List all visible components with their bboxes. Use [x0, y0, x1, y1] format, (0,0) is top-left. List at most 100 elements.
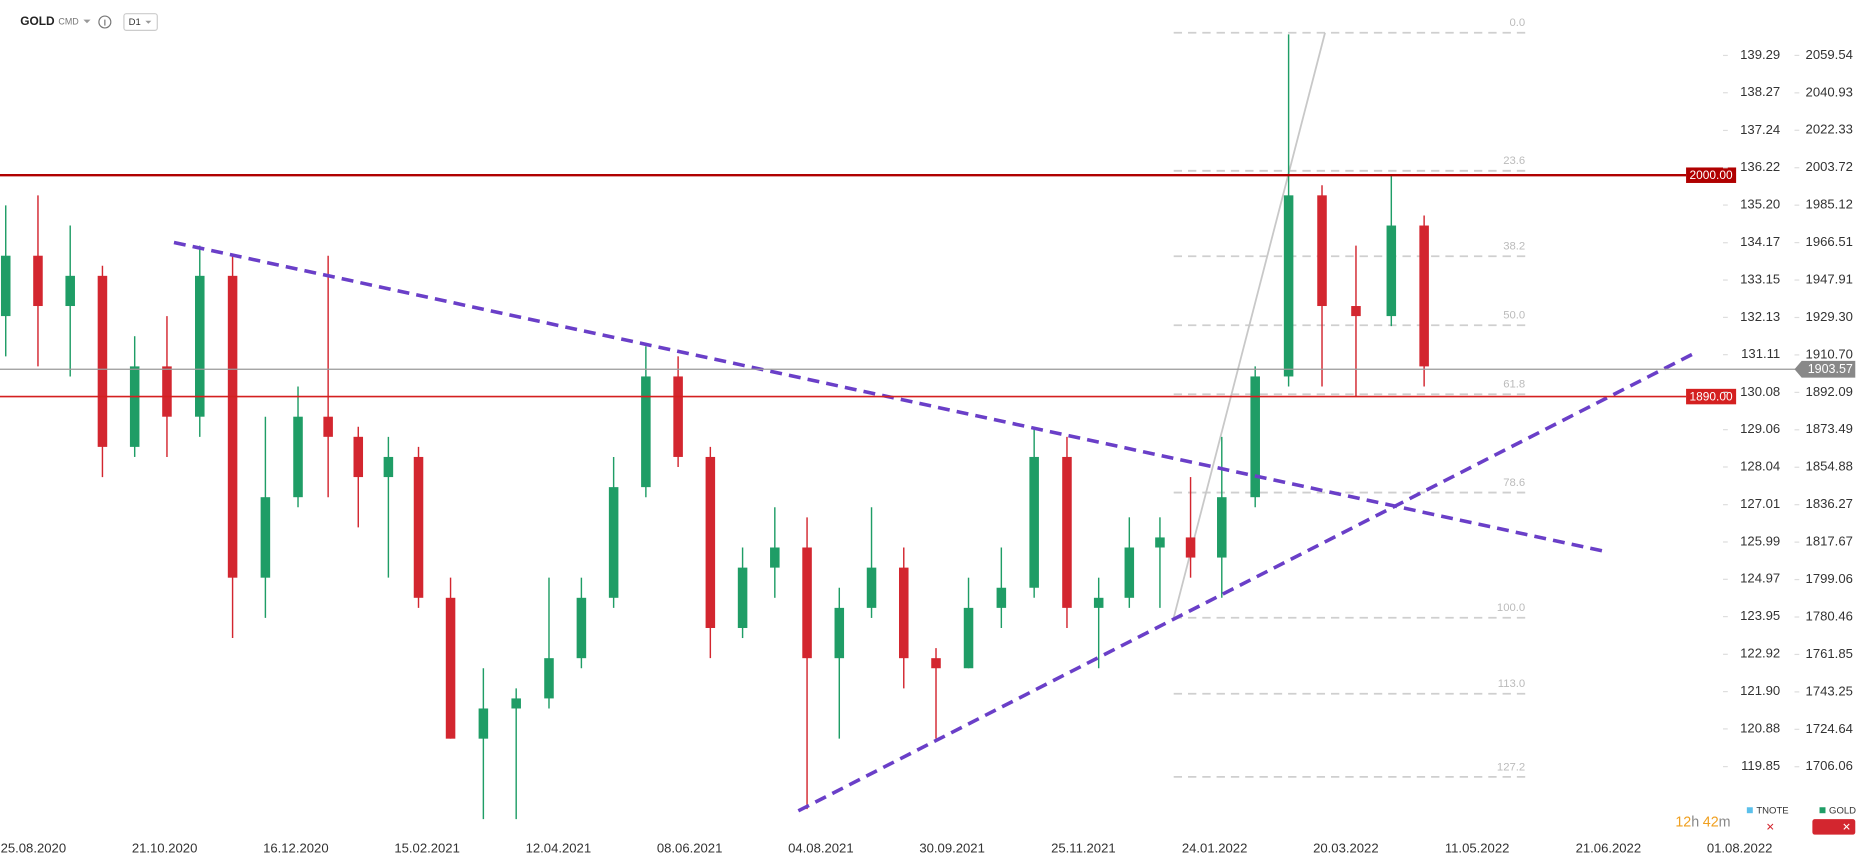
y2-tick-label: 133.15: [1740, 272, 1780, 287]
y-tick-label: 2003.72: [1806, 159, 1853, 174]
candle-body: [705, 456, 716, 628]
legend: TNOTE GOLD: [1746, 805, 1856, 816]
y2-tick-label: 128.04: [1740, 458, 1780, 473]
y-tick-label: 2022.33: [1806, 122, 1853, 137]
y-tick-label: 1947.91: [1806, 271, 1853, 286]
candle-body: [1124, 547, 1135, 598]
y-tick-label: 1743.25: [1806, 683, 1853, 698]
candle-body: [227, 275, 238, 578]
legend-swatch: [1819, 807, 1826, 814]
candle-body: [97, 275, 108, 447]
trendline-up: [797, 352, 1693, 813]
fib-label: 50.0: [1503, 310, 1525, 322]
candle-body: [1283, 195, 1294, 377]
candle-body: [129, 366, 140, 447]
legend-label: TNOTE: [1756, 805, 1788, 816]
x-tick-label: 25.08.2020: [1, 840, 67, 855]
x-tick-label: 25.11.2021: [1051, 840, 1116, 855]
candle-body: [413, 456, 424, 598]
y-tick-label: 1817.67: [1806, 534, 1853, 549]
y2-tick-label: 125.99: [1740, 533, 1780, 548]
fib-label: 0.0: [1509, 17, 1525, 29]
y-tick-label: 1910.70: [1806, 346, 1853, 361]
y2-tick-label: 129.06: [1740, 421, 1780, 436]
candle-body: [1155, 537, 1165, 548]
market: CMD: [58, 16, 79, 26]
close-icon[interactable]: ✕: [1842, 821, 1851, 833]
candle-body: [1419, 225, 1429, 367]
x-tick-label: 04.08.2021: [788, 840, 854, 855]
candle-body: [1351, 306, 1361, 317]
fib-label: 127.2: [1497, 761, 1525, 773]
interval: D1: [129, 17, 141, 28]
candle-body: [866, 567, 877, 608]
candle-body: [162, 366, 172, 417]
dropdown-icon: [145, 20, 152, 24]
legend-swatch: [1746, 807, 1753, 814]
y2-tick-label: 119.85: [1741, 758, 1780, 773]
timer: 12h 42m: [1675, 815, 1730, 831]
candle-body: [195, 275, 205, 417]
y-tick-label: 1985.12: [1806, 197, 1853, 212]
candle-body: [737, 567, 748, 628]
fib-label: 100.0: [1497, 602, 1525, 614]
candle-body: [1185, 537, 1196, 558]
x-tick-label: 12.04.2021: [526, 840, 592, 855]
current-price-box: [1794, 360, 1856, 378]
fib-anchor-line: [1172, 32, 1326, 619]
y-tick-label: 1706.06: [1806, 758, 1853, 773]
candle-body: [834, 607, 845, 659]
candle-body: [1062, 456, 1072, 608]
y-tick-label: 1724.64: [1806, 721, 1853, 736]
x-tick-label: 21.06.2022: [1576, 840, 1642, 855]
y2-tick-label: 136.22: [1740, 159, 1780, 174]
candle-body: [544, 658, 554, 699]
y2-tick-label: 124.97: [1740, 571, 1780, 586]
y-tick-label: 1929.30: [1806, 309, 1853, 324]
price-level-label: 2000.00: [1690, 168, 1733, 182]
candle-body: [641, 376, 651, 488]
info-icon[interactable]: [98, 15, 112, 29]
candle-body: [1250, 376, 1260, 498]
symbol: GOLD: [20, 14, 55, 28]
candle-body: [383, 456, 394, 478]
candle-body: [33, 255, 43, 307]
fib-label: 61.8: [1503, 379, 1525, 391]
x-tick-label: 21.10.2020: [132, 840, 198, 855]
candle-body: [608, 487, 619, 598]
candle-body: [576, 597, 587, 659]
x-tick-label: 11.05.2022: [1445, 840, 1510, 855]
x-tick-label: 16.12.2020: [263, 840, 329, 855]
close-icon[interactable]: ✕: [1766, 821, 1775, 833]
price-level-label: 1890.00: [1690, 389, 1733, 403]
price-level-box: [1686, 167, 1737, 183]
fib-label: 38.2: [1503, 241, 1525, 253]
y-tick-label: 1854.88: [1806, 459, 1853, 474]
y-tick-label: 1892.09: [1806, 384, 1853, 399]
x-tick-label: 24.01.2022: [1182, 840, 1248, 855]
candle-body: [323, 416, 333, 437]
candle-body: [770, 547, 780, 568]
y-tick-label: 1873.49: [1806, 421, 1853, 436]
y2-tick-label: 120.88: [1740, 720, 1780, 735]
candle-body: [293, 416, 303, 498]
x-tick-label: 20.03.2022: [1313, 840, 1379, 855]
candle-body: [353, 436, 364, 478]
y-tick-label: 2059.54: [1806, 47, 1853, 62]
y2-tick-label: 121.90: [1740, 683, 1780, 698]
candle-body: [1029, 456, 1039, 588]
axes: 25.08.2020 21.10.2020 16.12.2020 15.02.2021…: [1, 47, 1853, 856]
y2-tick-label: 134.17: [1740, 234, 1780, 249]
dropdown-icon[interactable]: [83, 19, 91, 24]
fib-label: 78.6: [1503, 477, 1525, 489]
interval-select[interactable]: [123, 13, 158, 31]
y-tick-label: 1966.51: [1806, 234, 1853, 249]
gold-controls[interactable]: [1812, 819, 1856, 835]
candle-body: [1217, 497, 1227, 558]
y2-tick-label: 139.29: [1740, 47, 1780, 62]
y2-tick-label: 130.08: [1740, 384, 1780, 399]
candle-body: [996, 587, 1007, 608]
legend-label: GOLD: [1829, 805, 1856, 816]
